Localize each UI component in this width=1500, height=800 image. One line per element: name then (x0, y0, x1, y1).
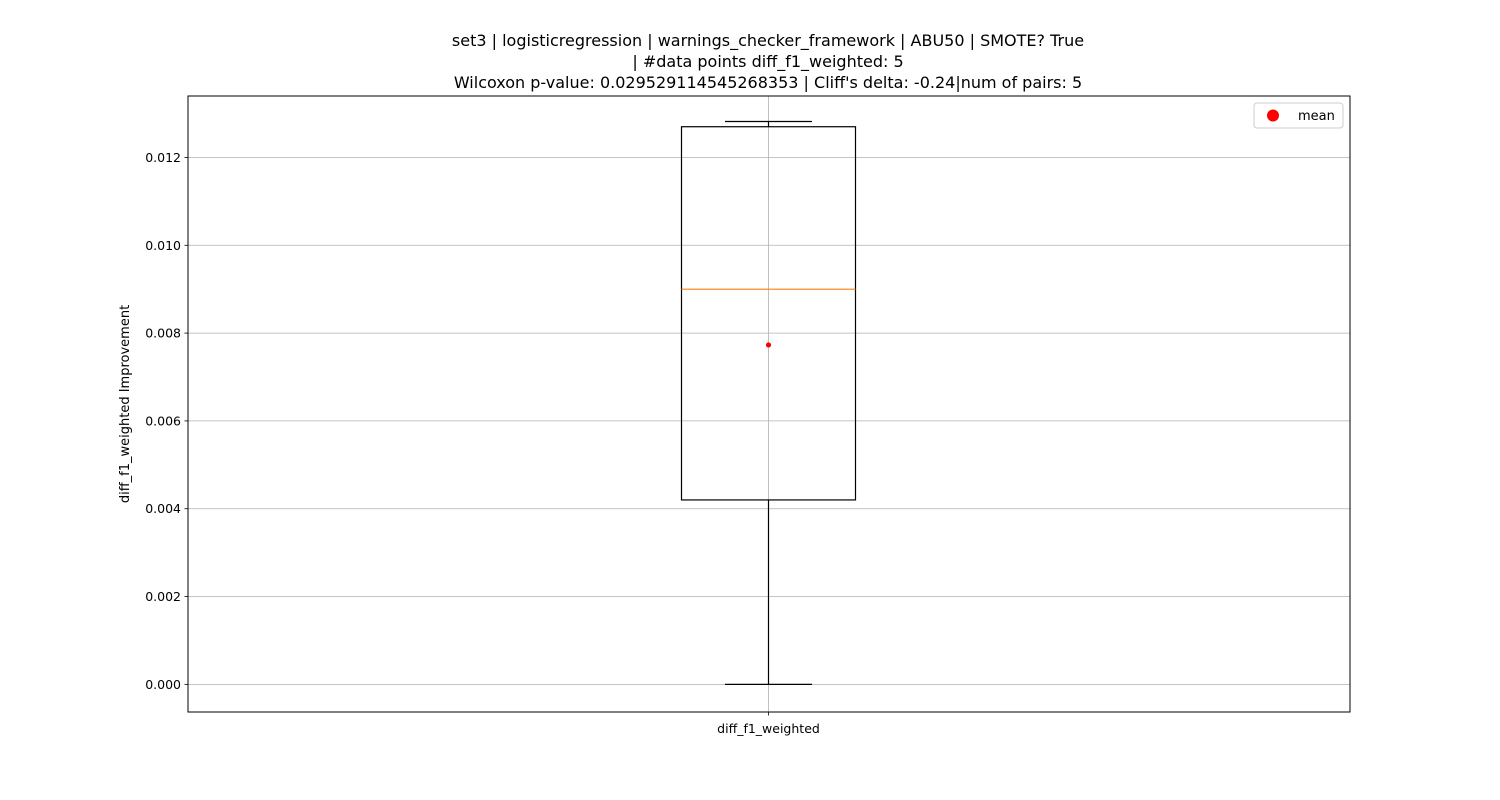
y-tick-label: 0.004 (145, 501, 181, 516)
interquartile-box (680, 126, 857, 501)
y-tick-label: 0.008 (145, 326, 181, 341)
chart-title-line-1: set3 | logisticregression | warnings_che… (452, 31, 1084, 51)
legend: mean (1253, 102, 1344, 129)
y-tick-label: 0.002 (145, 589, 181, 604)
y-tick-label: 0.012 (145, 150, 181, 165)
mean-point (765, 342, 772, 348)
y-axis-ticks: 0.000 0.002 0.004 0.006 0.008 0.010 0.012 (145, 150, 188, 692)
legend-frame (1253, 102, 1344, 129)
x-tick-label: diff_f1_weighted (717, 721, 820, 736)
chart-title-line-3: Wilcoxon p-value: 0.029529114545268353 |… (454, 73, 1082, 92)
y-axis-label: diff_f1_weighted Improvement (118, 305, 133, 503)
box-plot (680, 120, 857, 685)
y-tick-label: 0.000 (145, 677, 181, 692)
x-axis-ticks: diff_f1_weighted (717, 712, 820, 736)
legend-mean-label: mean (1298, 109, 1335, 124)
chart-title-line-2: | #data points diff_f1_weighted: 5 (632, 52, 903, 72)
legend-mean-marker (1267, 109, 1279, 122)
chart-title: set3 | logisticregression | warnings_che… (452, 31, 1084, 92)
y-tick-label: 0.006 (145, 413, 181, 428)
plot-area-frame (187, 95, 1351, 713)
y-tick-label: 0.010 (145, 238, 181, 253)
